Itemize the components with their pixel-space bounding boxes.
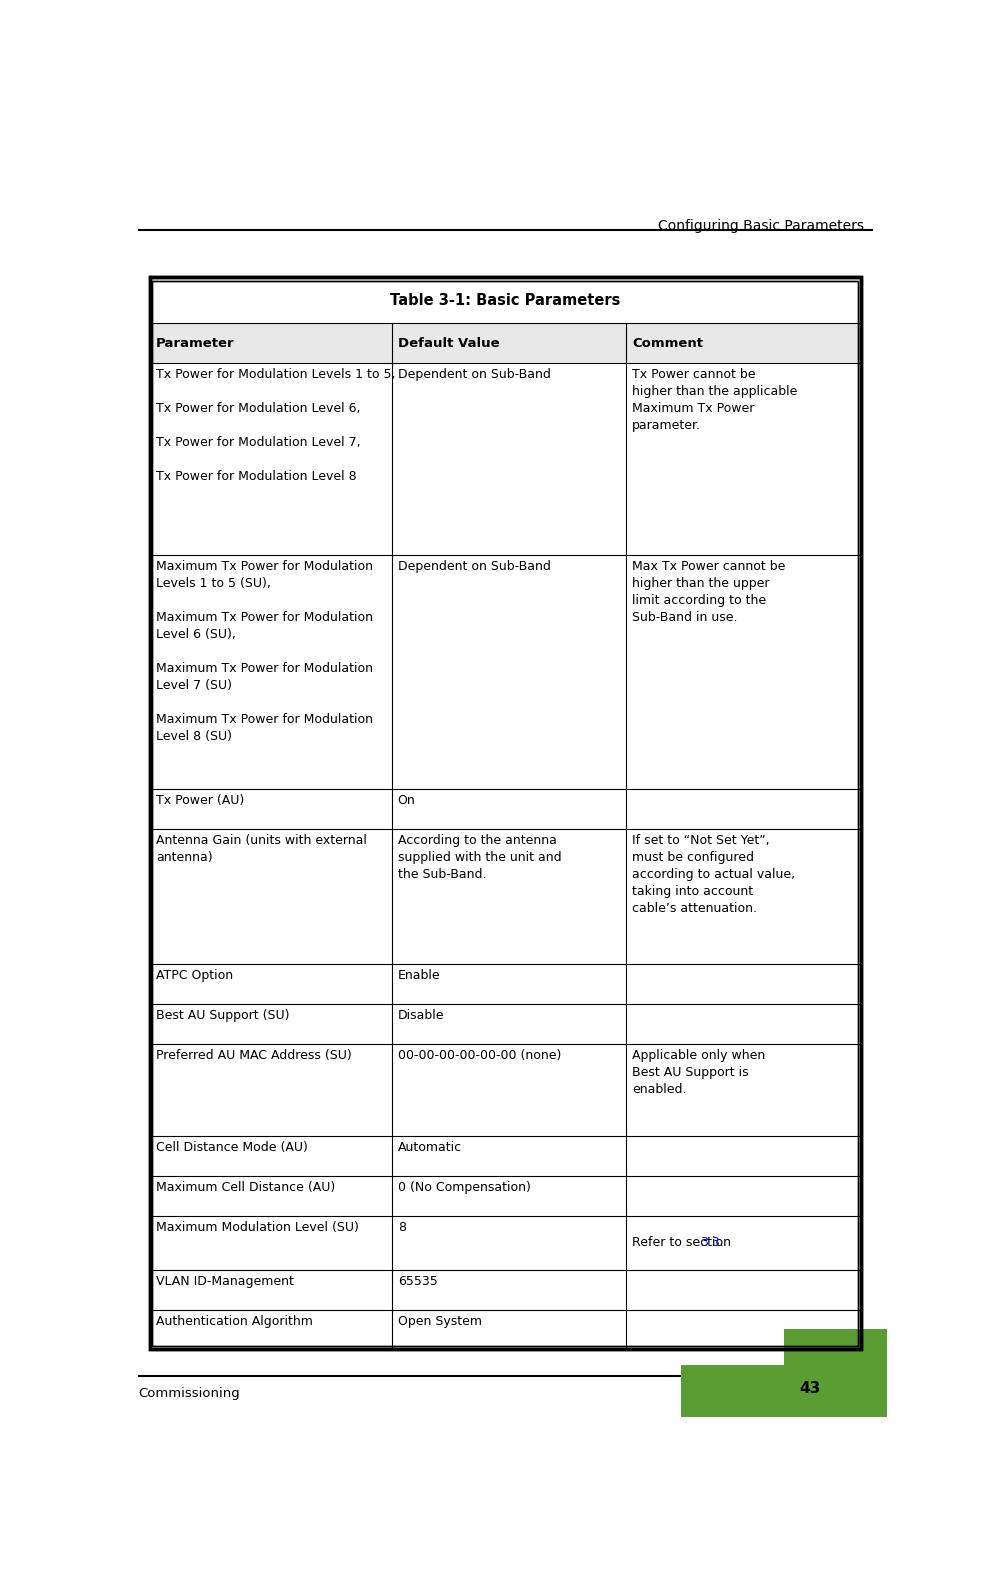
Text: Cell Distance Mode (AU): Cell Distance Mode (AU) xyxy=(156,1141,308,1154)
Text: 00-00-00-00-00-00 (none): 00-00-00-00-00-00 (none) xyxy=(397,1049,561,1062)
Text: Tx Power (AU): Tx Power (AU) xyxy=(156,794,245,807)
Text: Maximum Cell Distance (AU): Maximum Cell Distance (AU) xyxy=(156,1181,335,1194)
Text: Antenna Gain (units with external
antenna): Antenna Gain (units with external antenn… xyxy=(156,834,367,864)
Text: ATPC Option: ATPC Option xyxy=(156,970,234,982)
Text: Comment: Comment xyxy=(632,336,703,350)
Text: Authentication Algorithm: Authentication Algorithm xyxy=(156,1315,313,1328)
Text: Dependent on Sub-Band: Dependent on Sub-Band xyxy=(397,559,550,573)
FancyBboxPatch shape xyxy=(150,323,861,363)
Text: Dependent on Sub-Band: Dependent on Sub-Band xyxy=(397,368,550,380)
Text: Configuring Basic Parameters: Configuring Basic Parameters xyxy=(659,220,865,234)
FancyBboxPatch shape xyxy=(150,1270,861,1310)
Text: Best AU Support (SU): Best AU Support (SU) xyxy=(156,1009,290,1022)
FancyBboxPatch shape xyxy=(150,790,861,829)
FancyBboxPatch shape xyxy=(150,1044,861,1137)
Text: According to the antenna
supplied with the unit and
the Sub-Band.: According to the antenna supplied with t… xyxy=(397,834,561,880)
Text: Table 3-1: Basic Parameters: Table 3-1: Basic Parameters xyxy=(390,293,620,307)
Text: Open System: Open System xyxy=(397,1315,482,1328)
Text: Maximum Modulation Level (SU): Maximum Modulation Level (SU) xyxy=(156,1221,359,1234)
FancyBboxPatch shape xyxy=(681,1366,887,1417)
Text: Applicable only when
Best AU Support is
enabled.: Applicable only when Best AU Support is … xyxy=(632,1049,765,1095)
Text: 0 (No Compensation): 0 (No Compensation) xyxy=(397,1181,530,1194)
Text: VLAN ID-Management: VLAN ID-Management xyxy=(156,1275,294,1288)
FancyBboxPatch shape xyxy=(150,1216,861,1270)
FancyBboxPatch shape xyxy=(784,1329,887,1417)
Text: 43: 43 xyxy=(800,1380,820,1396)
Text: Max Tx Power cannot be
higher than the upper
limit according to the
Sub-Band in : Max Tx Power cannot be higher than the u… xyxy=(632,559,786,624)
Text: 8: 8 xyxy=(397,1221,405,1234)
Text: Automatic: Automatic xyxy=(397,1141,461,1154)
Text: Preferred AU MAC Address (SU): Preferred AU MAC Address (SU) xyxy=(156,1049,352,1062)
FancyBboxPatch shape xyxy=(150,277,861,323)
Text: Enable: Enable xyxy=(397,970,441,982)
FancyBboxPatch shape xyxy=(150,1176,861,1216)
Text: 65535: 65535 xyxy=(397,1275,438,1288)
FancyBboxPatch shape xyxy=(150,554,861,790)
Text: Commissioning: Commissioning xyxy=(138,1388,241,1401)
Text: If set to “Not Set Yet”,
must be configured
according to actual value,
taking in: If set to “Not Set Yet”, must be configu… xyxy=(632,834,796,915)
FancyBboxPatch shape xyxy=(150,1137,861,1176)
Text: On: On xyxy=(397,794,415,807)
Text: Disable: Disable xyxy=(397,1009,445,1022)
FancyBboxPatch shape xyxy=(150,363,861,554)
Text: Tx Power cannot be
higher than the applicable
Maximum Tx Power
parameter.: Tx Power cannot be higher than the appli… xyxy=(632,368,798,431)
FancyBboxPatch shape xyxy=(150,1310,861,1350)
Text: Refer to section: Refer to section xyxy=(632,1237,736,1250)
FancyBboxPatch shape xyxy=(150,1005,861,1044)
Text: Parameter: Parameter xyxy=(156,336,235,350)
FancyBboxPatch shape xyxy=(150,829,861,965)
Text: Maximum Tx Power for Modulation
Levels 1 to 5 (SU),

Maximum Tx Power for Modula: Maximum Tx Power for Modulation Levels 1… xyxy=(156,559,373,742)
Text: 3.3.: 3.3. xyxy=(700,1237,724,1250)
FancyBboxPatch shape xyxy=(150,965,861,1005)
Text: Tx Power for Modulation Levels 1 to 5,

Tx Power for Modulation Level 6,

Tx Pow: Tx Power for Modulation Levels 1 to 5, T… xyxy=(156,368,395,482)
Text: Default Value: Default Value xyxy=(397,336,499,350)
